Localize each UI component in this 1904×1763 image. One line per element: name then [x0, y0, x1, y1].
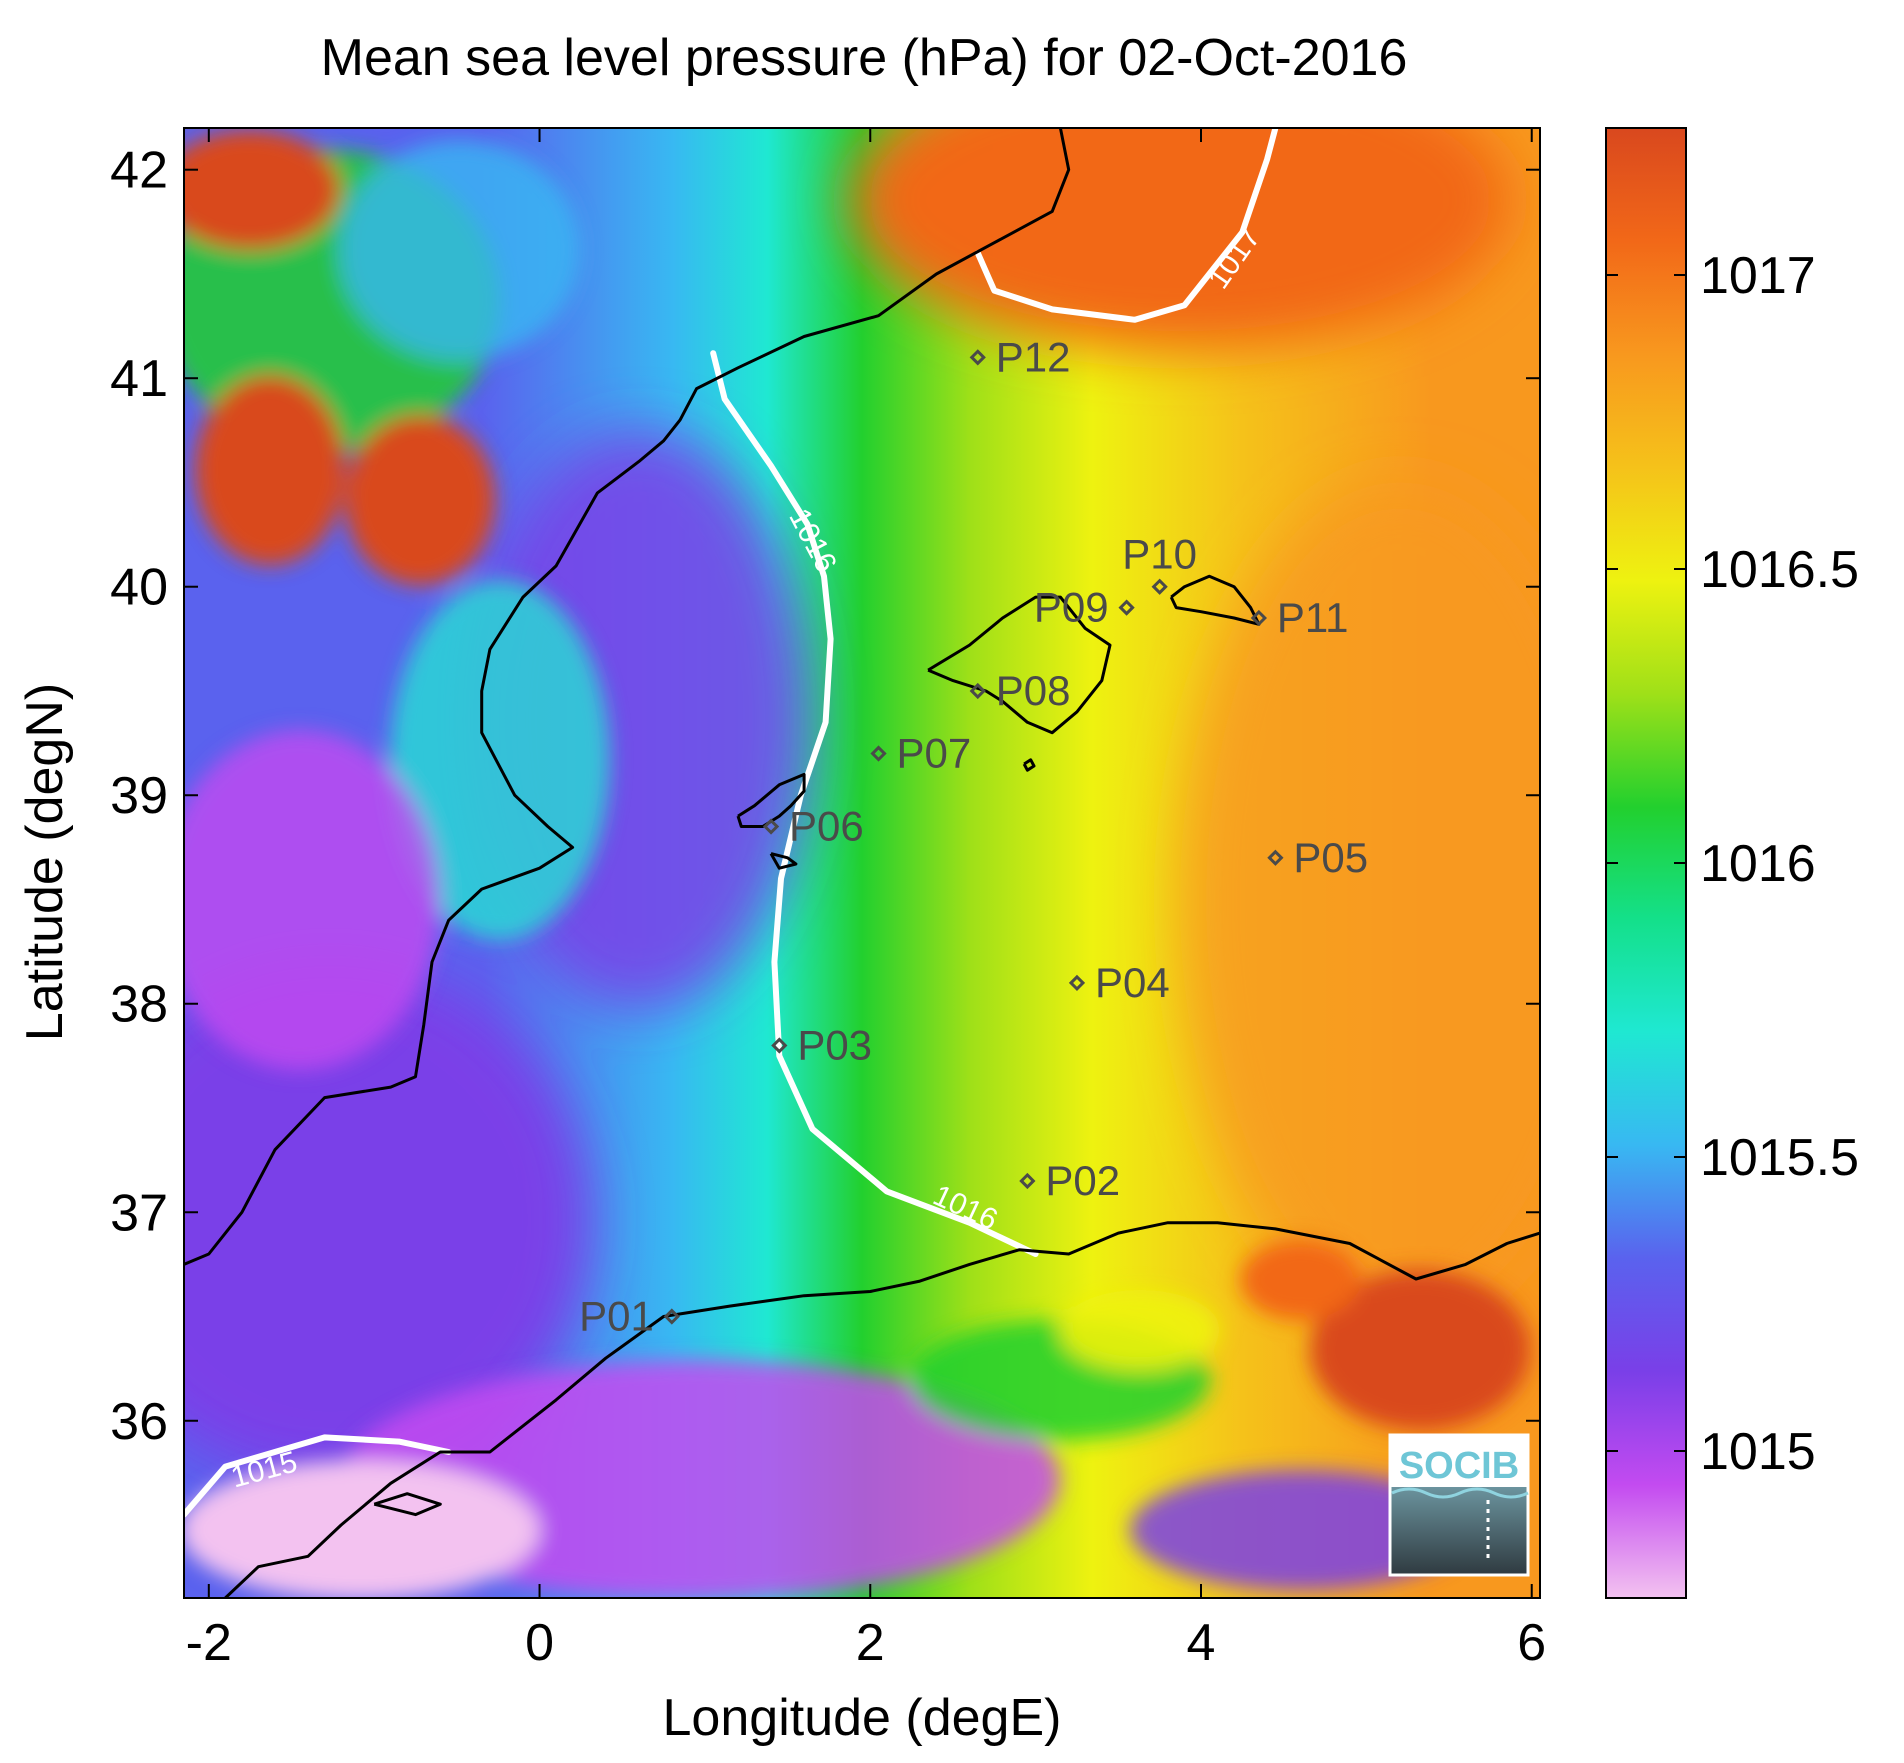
y-tick-label: 37	[110, 1184, 168, 1242]
plot-frame	[183, 127, 1541, 1599]
socib-logo: SOCIB	[1388, 1433, 1530, 1577]
station-marker-p02	[1019, 1172, 1036, 1190]
station-label-p11: P11	[1277, 594, 1349, 641]
y-tick-label: 42	[110, 142, 168, 200]
coastline-formentera	[769, 852, 798, 870]
y-tick-label: 40	[110, 559, 168, 617]
field-land-cyan	[340, 140, 580, 360]
x-tick-label: 0	[525, 1614, 554, 1672]
y-tick-label: 39	[110, 767, 168, 825]
x-tick-label: 6	[1517, 1614, 1546, 1672]
station-label-p08: P08	[996, 667, 1071, 714]
coastline-cabrera	[1022, 758, 1036, 772]
field-africa-orange	[1310, 1270, 1530, 1430]
contour-1015	[184, 1434, 452, 1518]
y-axis: 36 37 38 39 40 41 42	[110, 142, 1540, 1451]
field-africa-purple-east	[1130, 1470, 1470, 1590]
x-tick-label: 2	[856, 1614, 885, 1672]
y-axis-label: Latitude (degN)	[16, 683, 74, 1041]
colorbar-tick-label: 1016.5	[1700, 541, 1859, 599]
chart-title: Mean sea level pressure (hPa) for 02-Oct…	[321, 29, 1408, 87]
coastline-ibiza	[736, 772, 806, 828]
field-west-low	[184, 960, 590, 1480]
field-africa-yellow	[1060, 1290, 1220, 1370]
station-label-p04: P04	[1095, 959, 1170, 1006]
x-axis-label: Longitude (degE)	[663, 1689, 1062, 1747]
y-tick-label: 41	[110, 350, 168, 408]
field-high-3	[184, 130, 340, 250]
coastline-layer	[184, 128, 1540, 1598]
station-marker-p11	[1250, 609, 1268, 627]
coastline-mallorca	[927, 595, 1112, 735]
field-high-2	[345, 415, 495, 585]
station-marker-p06	[762, 818, 780, 835]
station-marker-p04	[1068, 974, 1086, 992]
x-tick-label: 4	[1187, 1614, 1216, 1672]
logo-top-band	[1390, 1435, 1528, 1487]
coastline-africa	[224, 1221, 1540, 1598]
field-land-teal	[390, 580, 610, 940]
field-east-orange	[1180, 480, 1540, 1320]
station-marker-p03	[771, 1037, 788, 1054]
coastline-chafarinas	[373, 1492, 442, 1517]
colorbar-tick-label: 1015.5	[1700, 1129, 1859, 1187]
x-tick-label: -2	[186, 1614, 232, 1672]
station-label-p01: P01	[579, 1293, 654, 1340]
station-marker-p01	[663, 1308, 680, 1325]
station-label-p09: P09	[1034, 584, 1109, 631]
station-marker-p09	[1118, 599, 1135, 616]
station-marker-p10	[1151, 578, 1168, 595]
station-marker-p05	[1267, 849, 1284, 866]
station-label-p12: P12	[996, 333, 1071, 380]
colorbar-ticks: 1015 1015.5 1016 1016.5 1017	[1606, 247, 1859, 1481]
field-high-1	[195, 375, 345, 565]
station-marker-p12	[969, 349, 986, 366]
station-layer: P01 P02 P03 P04 P05 P06 P07 P08 P09 P10 P11 P12	[579, 333, 1368, 1339]
station-marker-p08	[969, 682, 986, 700]
station-label-p10: P10	[1122, 531, 1197, 578]
logo-text: SOCIB	[1399, 1445, 1519, 1487]
y-tick-label: 36	[110, 1393, 168, 1451]
station-label-p07: P07	[897, 730, 972, 777]
colorbar	[1605, 127, 1687, 1599]
station-label-p06: P06	[789, 803, 864, 850]
colorbar-tick-label: 1017	[1700, 247, 1816, 305]
coastline-iberia	[184, 128, 1071, 1266]
colorbar-tick-label: 1016	[1700, 835, 1816, 893]
station-marker-p07	[870, 745, 887, 762]
logo-wave	[1391, 1487, 1529, 1499]
colorbar-tick-label: 1015	[1700, 1423, 1816, 1481]
station-label-p03: P03	[797, 1021, 872, 1068]
contour-1017	[974, 128, 1279, 323]
field-africa-orange-2	[1240, 1240, 1360, 1320]
station-label-p05: P05	[1293, 834, 1368, 881]
y-tick-label: 38	[110, 976, 168, 1034]
station-label-p02: P02	[1045, 1157, 1120, 1204]
x-axis: -2 0 2 4 6	[186, 128, 1546, 1672]
field-land-purple	[184, 730, 440, 1070]
